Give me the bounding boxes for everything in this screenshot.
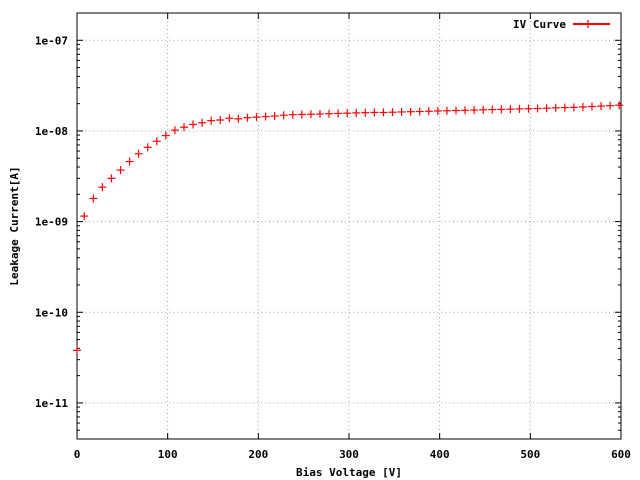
data-point — [143, 143, 152, 152]
x-tick-label: 0 — [74, 448, 81, 461]
x-tick-label: 500 — [520, 448, 540, 461]
data-point — [334, 109, 343, 118]
data-point — [325, 109, 334, 118]
data-point — [379, 108, 388, 117]
axis-ticks: 0 100 200 300 400 500 600 1e-11 1e-10 1e-09 1e-08 1… — [35, 13, 631, 461]
y-tick-label: 1e-09 — [35, 216, 68, 229]
data-point — [73, 346, 81, 355]
data-point — [107, 174, 116, 183]
data-point — [279, 111, 288, 120]
x-tick-label: 400 — [430, 448, 450, 461]
data-point — [315, 109, 324, 118]
data-point — [352, 108, 361, 117]
y-tick-label: 1e-10 — [35, 306, 68, 319]
data-point — [388, 108, 397, 117]
data-point — [524, 104, 533, 113]
data-point — [89, 194, 98, 203]
data-point — [80, 212, 89, 221]
data-point — [243, 113, 252, 122]
legend-label: IV Curve — [513, 18, 566, 31]
data-point — [479, 105, 488, 114]
data-point — [470, 106, 479, 115]
data-point — [397, 107, 406, 116]
data-point — [615, 101, 624, 110]
data-point — [234, 114, 243, 123]
y-tick-label: 1e-07 — [35, 34, 68, 47]
x-tick-label: 300 — [339, 448, 359, 461]
data-point — [424, 107, 433, 116]
data-point — [297, 110, 306, 119]
data-point — [587, 102, 596, 111]
data-point — [161, 131, 170, 140]
x-tick-label: 100 — [158, 448, 178, 461]
data-point — [442, 106, 451, 115]
data-point — [551, 103, 560, 112]
data-point — [370, 108, 379, 117]
data-point — [560, 103, 569, 112]
data-point — [288, 110, 297, 119]
data-point — [207, 116, 216, 125]
data-point — [261, 112, 270, 121]
data-point — [578, 102, 587, 111]
data-point — [134, 149, 143, 158]
x-axis-label: Bias Voltage [V] — [296, 466, 402, 479]
data-point — [488, 105, 497, 114]
y-axis-label: Leakage Current[A] — [8, 166, 21, 285]
data-point — [225, 114, 234, 123]
data-points — [73, 101, 624, 355]
data-point — [152, 137, 161, 146]
data-point — [216, 116, 225, 125]
x-tick-label: 200 — [248, 448, 268, 461]
data-point — [116, 166, 125, 175]
data-point — [515, 104, 524, 113]
data-point — [533, 104, 542, 113]
data-point — [433, 106, 442, 115]
data-point — [451, 106, 460, 115]
data-point — [597, 102, 606, 111]
grid-lines — [77, 13, 621, 439]
x-tick-label: 600 — [611, 448, 631, 461]
data-point — [406, 107, 415, 116]
y-tick-label: 1e-11 — [35, 397, 68, 410]
data-point — [461, 106, 470, 115]
data-point — [361, 108, 370, 117]
data-point — [306, 110, 315, 119]
data-point — [98, 183, 107, 192]
data-point — [569, 103, 578, 112]
data-point — [270, 112, 279, 121]
data-point — [606, 101, 615, 110]
data-point — [125, 157, 134, 166]
data-point — [343, 109, 352, 118]
y-tick-label: 1e-08 — [35, 125, 68, 138]
data-point — [252, 113, 261, 122]
data-point — [542, 104, 551, 113]
data-point — [198, 118, 207, 127]
data-point — [506, 105, 515, 114]
data-point — [170, 126, 179, 135]
data-point — [179, 123, 188, 132]
data-point — [497, 105, 506, 114]
data-point — [415, 107, 424, 116]
legend: IV Curve — [513, 18, 610, 31]
data-point — [189, 120, 198, 129]
